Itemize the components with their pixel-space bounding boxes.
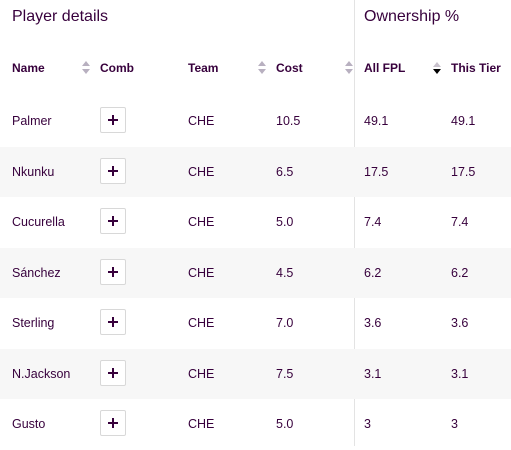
this-tier-cell: 3.6 — [451, 316, 469, 331]
plus-icon — [108, 317, 118, 327]
col-cost-header[interactable]: Cost — [276, 61, 303, 75]
cost-cell: 6.5 — [276, 164, 294, 179]
this-tier-cell: 3 — [451, 417, 458, 432]
table-row: N.Jackson CHE 7.5 3.1 3.1 — [0, 348, 511, 399]
column-divider — [354, 0, 355, 446]
cost-cell: 10.5 — [276, 114, 301, 129]
plus-icon — [108, 216, 118, 226]
add-to-comb-button[interactable] — [100, 157, 126, 184]
cost-cell: 7.5 — [276, 366, 294, 381]
this-tier-cell: 7.4 — [451, 215, 469, 230]
plus-icon — [108, 266, 118, 277]
add-to-comb-button[interactable] — [100, 410, 126, 436]
col-team-header: Team — [188, 61, 219, 75]
player-name[interactable]: Sterling — [12, 316, 55, 331]
team-cell: CHE — [188, 417, 215, 432]
add-to-comb-button[interactable] — [100, 107, 126, 133]
plus-icon — [108, 418, 118, 428]
player-name[interactable]: Sánchez — [12, 265, 61, 280]
all-fpl-cell: 7.4 — [364, 215, 382, 230]
add-to-comb-button[interactable] — [100, 258, 126, 285]
player-name[interactable]: Nkunku — [12, 164, 55, 179]
col-all-fpl-header[interactable]: All FPL — [364, 61, 406, 75]
team-cell: CHE — [188, 366, 215, 381]
table-row: Gusto CHE 5.0 3 3 — [0, 399, 511, 450]
table-row: Sánchez CHE 4.5 6.2 6.2 — [0, 247, 511, 298]
add-to-comb-button[interactable] — [100, 309, 126, 335]
team-cell: CHE — [188, 265, 215, 280]
player-name[interactable]: N.Jackson — [12, 366, 71, 381]
add-to-comb-button[interactable] — [100, 359, 126, 386]
table-header: Name Comb Team Cost All FPL This Tier — [0, 50, 511, 86]
add-to-comb-button[interactable] — [100, 208, 126, 234]
sort-descending-icon[interactable] — [433, 62, 441, 76]
plus-icon — [108, 165, 118, 176]
table-row: Cucurella CHE 5.0 7.4 7.4 — [0, 197, 511, 248]
team-cell: CHE — [188, 164, 215, 179]
this-tier-cell: 49.1 — [451, 114, 476, 129]
sort-icon[interactable] — [258, 61, 266, 75]
team-cell: CHE — [188, 215, 215, 230]
team-cell: CHE — [188, 316, 215, 331]
this-tier-cell: 3.1 — [451, 366, 469, 381]
all-fpl-cell: 3.1 — [364, 366, 382, 381]
player-details-heading: Player details — [12, 8, 109, 25]
all-fpl-cell: 3 — [364, 417, 371, 432]
player-name[interactable]: Cucurella — [12, 215, 65, 230]
all-fpl-cell: 17.5 — [364, 164, 389, 179]
all-fpl-cell: 3.6 — [364, 316, 382, 331]
cost-cell: 4.5 — [276, 265, 294, 280]
sort-icon[interactable] — [82, 61, 90, 75]
this-tier-cell: 17.5 — [451, 164, 476, 179]
plus-icon — [108, 367, 118, 378]
table-row: Sterling CHE 7.0 3.6 3.6 — [0, 298, 511, 349]
cost-cell: 5.0 — [276, 215, 294, 230]
table-row: Palmer CHE 10.5 49.1 49.1 — [0, 96, 511, 147]
ownership-heading: Ownership % — [364, 8, 460, 25]
player-name[interactable]: Palmer — [12, 114, 52, 129]
cost-cell: 7.0 — [276, 316, 294, 331]
table-body: Palmer CHE 10.5 49.1 49.1 Nkunku CHE 6.5 17.5 17.… — [0, 96, 511, 450]
cost-cell: 5.0 — [276, 417, 294, 432]
col-this-tier-header[interactable]: This Tier — [451, 61, 501, 75]
all-fpl-cell: 6.2 — [364, 265, 382, 280]
col-name-header[interactable]: Name — [12, 61, 45, 75]
col-comb-header: Comb — [100, 61, 134, 75]
this-tier-cell: 6.2 — [451, 265, 469, 280]
all-fpl-cell: 49.1 — [364, 114, 389, 129]
sort-icon[interactable] — [345, 61, 353, 75]
team-cell: CHE — [188, 114, 215, 129]
table-row: Nkunku CHE 6.5 17.5 17.5 — [0, 146, 511, 197]
plus-icon — [108, 115, 118, 125]
player-name[interactable]: Gusto — [12, 417, 46, 432]
